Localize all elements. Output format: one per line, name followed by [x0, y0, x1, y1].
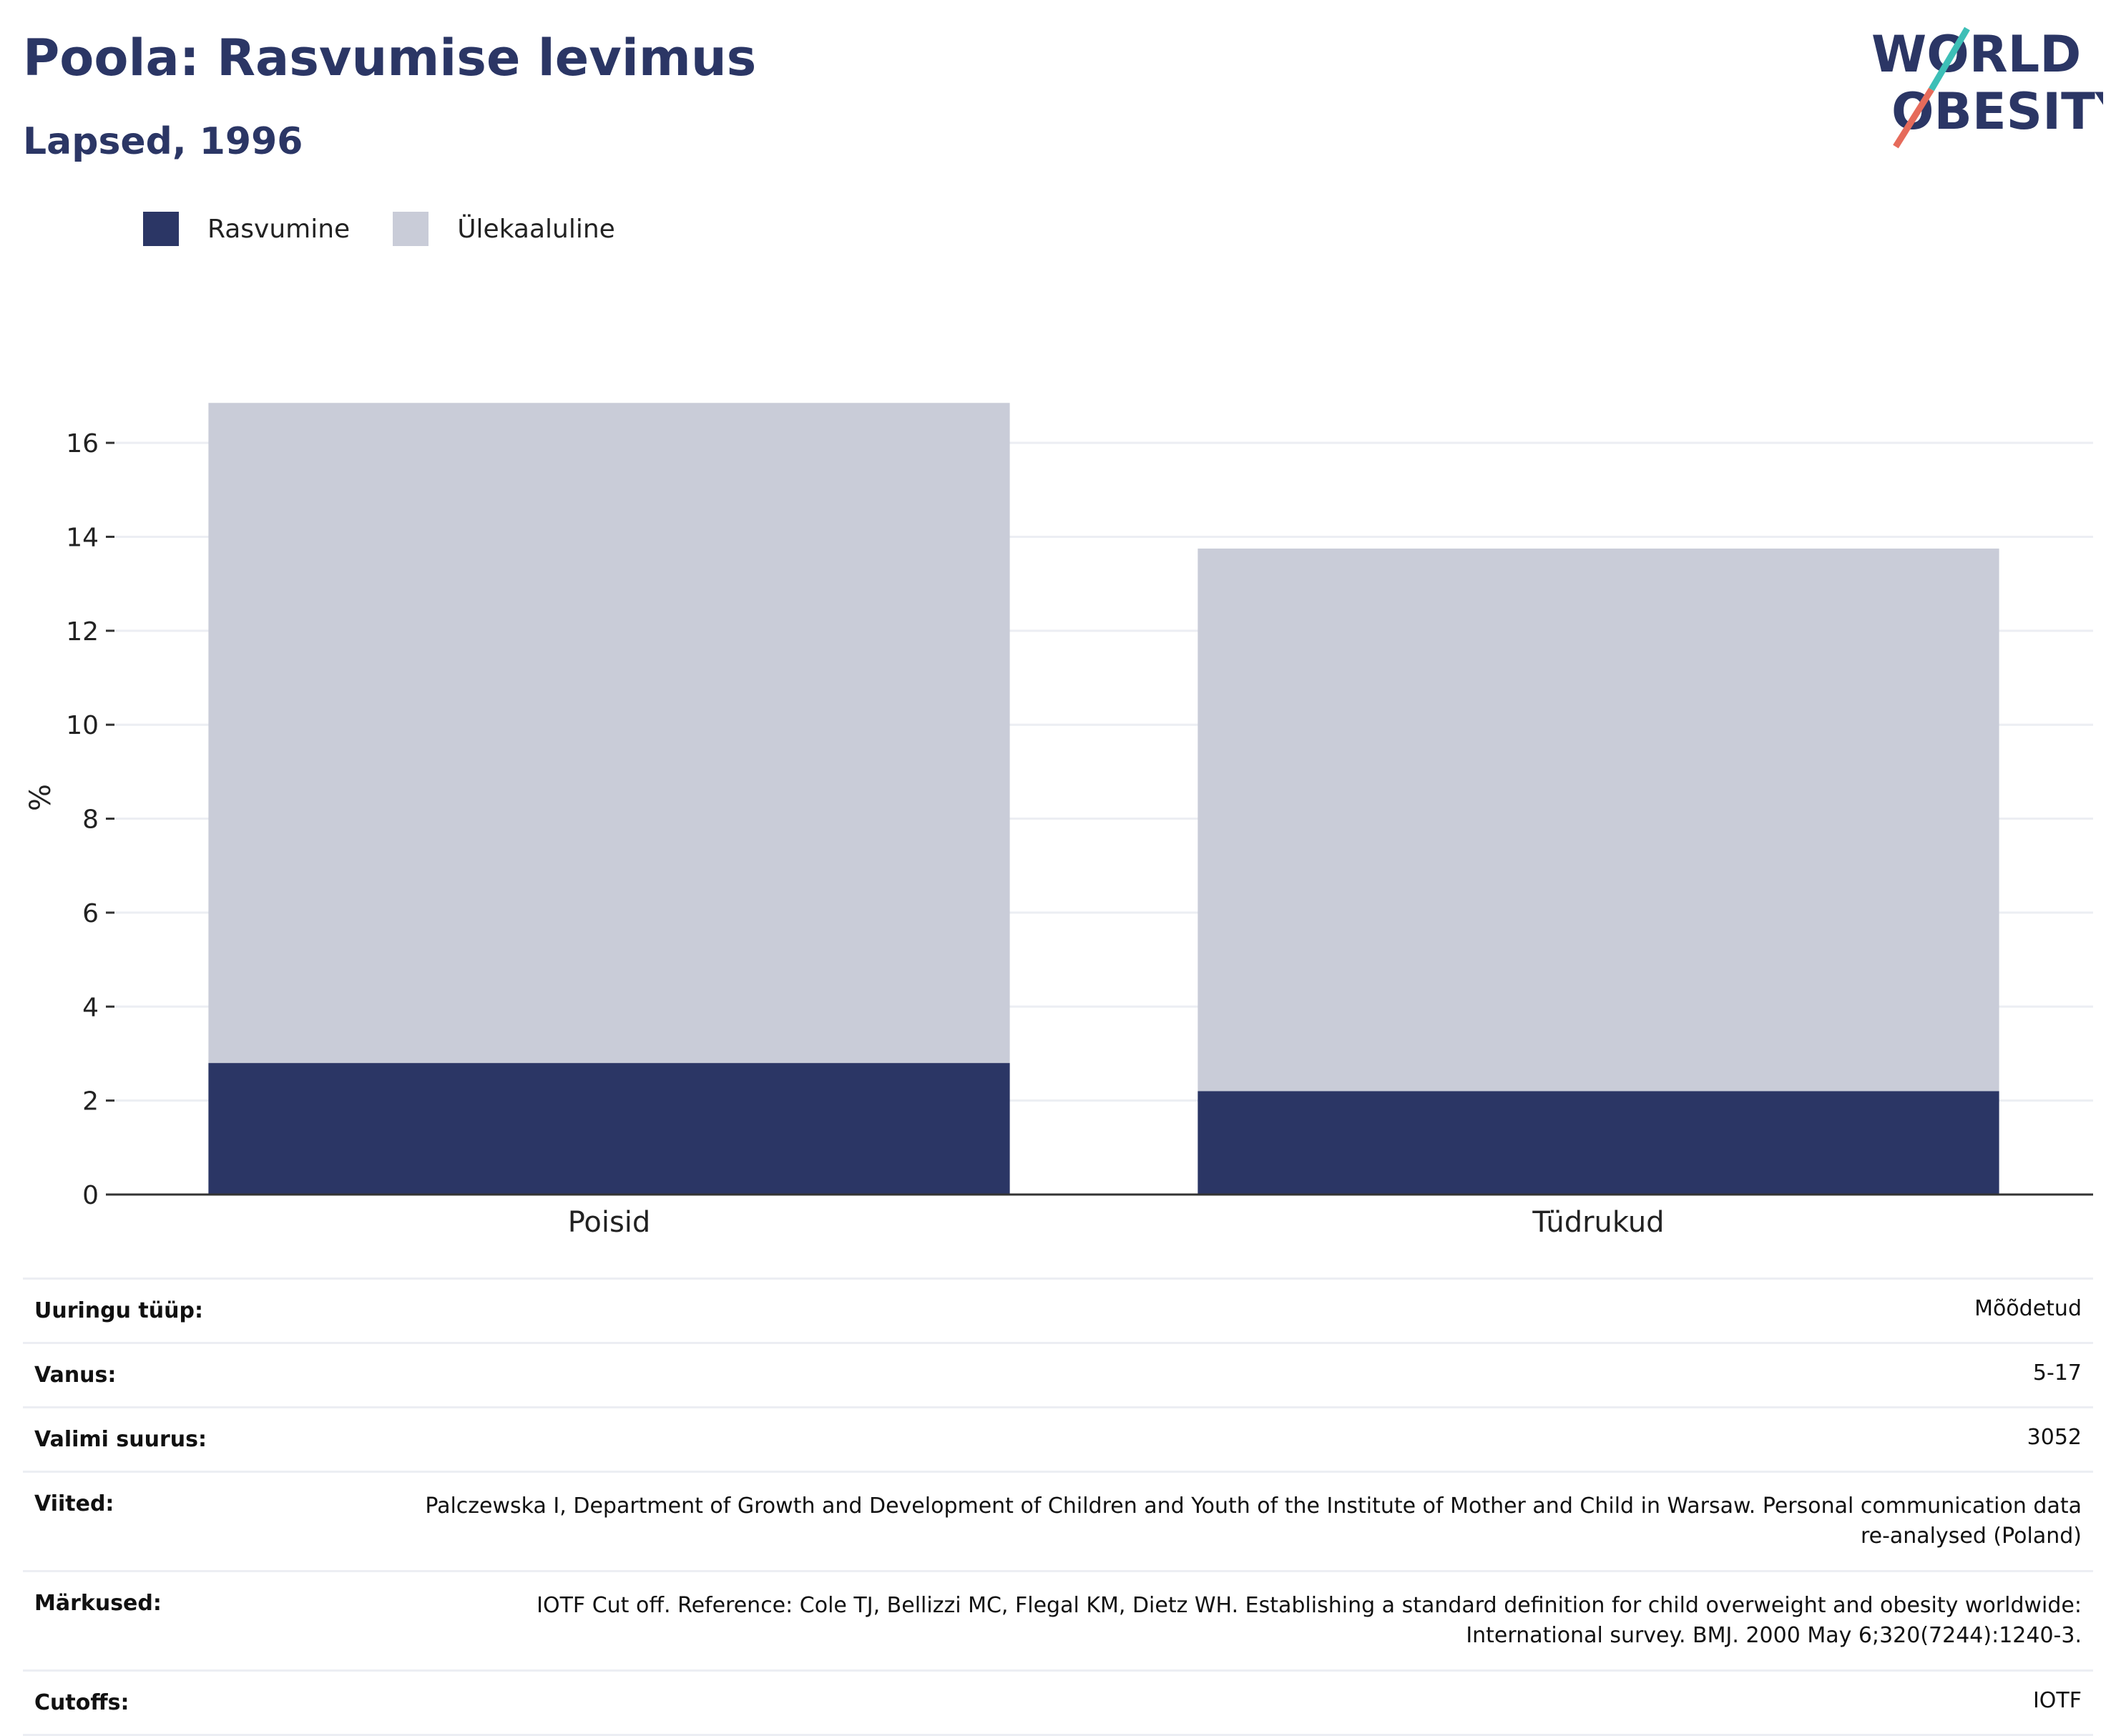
- bar-chart: 0 2 4 6 8 10 12 14 16% Poisid Tüdrukud: [24, 403, 2093, 1237]
- metadata-row: Viited: Palczewska I, Department of Growt…: [23, 1473, 2093, 1572]
- metadata-row: Cutoffs: IOTF: [23, 1672, 2093, 1736]
- page-subtitle: Lapsed, 1996: [23, 120, 303, 163]
- world-obesity-logo: WORLD OBESITY: [1871, 25, 2103, 149]
- y-tick-label: 14: [66, 523, 99, 552]
- bar-overweight-0: [208, 403, 1010, 1064]
- y-tick-label: 4: [82, 993, 99, 1022]
- metadata-value: IOTF Cut off. Reference: Cole TJ, Belliz…: [537, 1593, 2082, 1648]
- metadata-key: Cutoffs:: [34, 1690, 129, 1715]
- legend-label-overweight: Ülekaaluline: [457, 214, 615, 244]
- metadata-value: 5-17: [2032, 1360, 2082, 1386]
- chart-legend: Rasvumine Ülekaaluline: [143, 212, 658, 246]
- bar-obesity-1: [1197, 1091, 1999, 1195]
- y-tick-label: 2: [82, 1087, 99, 1117]
- bar-obesity-0: [208, 1063, 1010, 1195]
- logo-slash-teal: [1929, 26, 1970, 92]
- metadata-row: Uuringu tüüp: Mõõdetud: [23, 1280, 2093, 1344]
- x-tick-label: Poisid: [568, 1206, 651, 1237]
- y-tick-label: 6: [82, 899, 99, 928]
- metadata-table: Uuringu tüüp: Mõõdetud Vanus: 5-17 Valimi su…: [23, 1278, 2093, 1736]
- legend-swatch-overweight: [393, 212, 429, 246]
- metadata-key: Märkused:: [34, 1591, 162, 1616]
- y-tick-label: 10: [66, 711, 99, 740]
- x-tick-label: Tüdrukud: [1532, 1206, 1664, 1237]
- metadata-value: Mõõdetud: [1974, 1296, 2082, 1321]
- y-tick-label: 16: [66, 429, 99, 458]
- metadata-key: Viited:: [34, 1491, 114, 1516]
- metadata-key: Valimi suurus:: [34, 1427, 207, 1452]
- legend-item-overweight[interactable]: Ülekaaluline: [393, 212, 615, 246]
- metadata-key: Vanus:: [34, 1363, 117, 1388]
- metadata-value: Palczewska I, Department of Growth and D…: [425, 1494, 2082, 1549]
- metadata-row: Valimi suurus: 3052: [23, 1408, 2093, 1473]
- legend-item-obesity[interactable]: Rasvumine: [143, 212, 350, 246]
- y-tick-label: 12: [66, 617, 99, 647]
- logo-line2: OBESITY: [1891, 82, 2103, 141]
- metadata-row: Märkused: IOTF Cut off. Reference: Cole T…: [23, 1572, 2093, 1672]
- metadata-row: Vanus: 5-17: [23, 1344, 2093, 1408]
- y-axis-label: %: [24, 784, 57, 811]
- logo-line1: WORLD: [1871, 25, 2081, 84]
- legend-swatch-obesity: [143, 212, 179, 246]
- legend-label-obesity: Rasvumine: [207, 214, 351, 244]
- metadata-key: Uuringu tüüp:: [34, 1298, 203, 1323]
- logo-slash-red: [1893, 87, 1934, 149]
- page-title: Poola: Rasvumise levimus: [23, 29, 757, 87]
- metadata-value: 3052: [2027, 1425, 2082, 1450]
- y-tick-label: 8: [82, 805, 99, 835]
- bar-overweight-1: [1197, 548, 1999, 1092]
- y-tick-label: 0: [82, 1181, 99, 1210]
- metadata-value: IOTF: [2032, 1688, 2082, 1713]
